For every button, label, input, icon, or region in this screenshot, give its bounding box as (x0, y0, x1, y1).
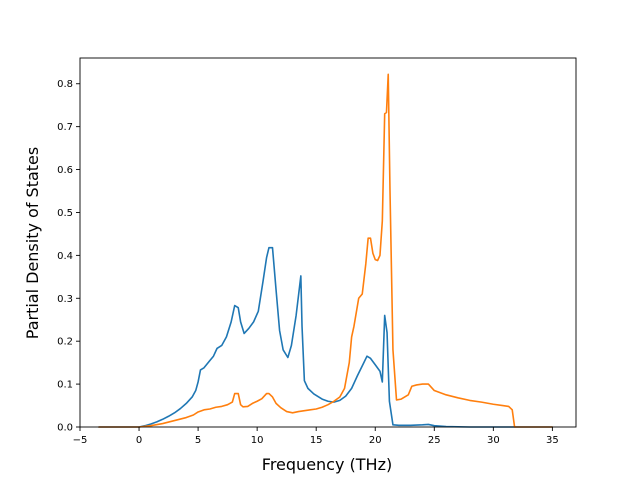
axes-frame (79, 57, 577, 428)
y-tick-label: 0.1 (57, 380, 73, 391)
x-tick-label: 0 (136, 435, 142, 446)
x-tick-label: 35 (546, 435, 559, 446)
x-tick-label: 15 (310, 435, 323, 446)
y-tick-label: 0.3 (57, 294, 73, 305)
x-tick-label: 5 (195, 435, 201, 446)
y-tick-label: 0.2 (57, 337, 73, 348)
plot-frame (79, 57, 577, 428)
x-tick-label: 30 (487, 435, 500, 446)
y-tick-label: 0.6 (57, 165, 73, 176)
y-tick-label: 0.7 (57, 122, 73, 133)
x-tick-label: 10 (251, 435, 264, 446)
y-tick-label: 0.5 (57, 208, 73, 219)
tick-layer: −5 0 5 10 15 20 25 30 35 0.0 0.1 0.2 0.3 0.4 0.5 0.6 0.7… (57, 79, 559, 446)
x-tick-label: −5 (73, 435, 88, 446)
x-axis-title: Frequency (THz) (262, 455, 392, 474)
series-line-2 (98, 73, 554, 428)
series-layer (98, 73, 554, 428)
series-line-1 (98, 246, 554, 428)
y-axis-title: Partial Density of States (23, 147, 42, 339)
x-tick-label: 20 (369, 435, 382, 446)
y-tick-label: 0.0 (57, 423, 73, 434)
y-tick-label: 0.4 (57, 251, 73, 262)
x-tick-label: 25 (428, 435, 441, 446)
y-tick-label: 0.8 (57, 79, 73, 90)
